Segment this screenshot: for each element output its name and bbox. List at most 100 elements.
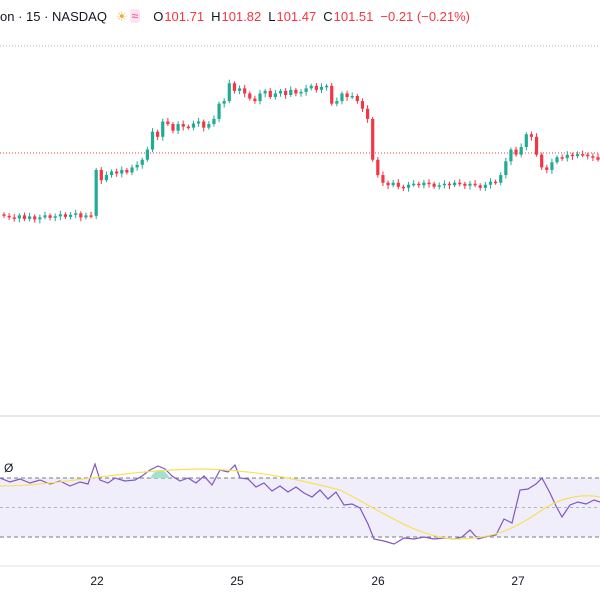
candle-body[interactable] <box>335 101 339 104</box>
candle-body[interactable] <box>258 93 262 102</box>
candle-body[interactable] <box>458 182 462 185</box>
candle-body[interactable] <box>120 169 124 174</box>
candle-body[interactable] <box>58 214 62 217</box>
candle-body[interactable] <box>125 169 129 173</box>
candle-body[interactable] <box>396 182 400 187</box>
candle-body[interactable] <box>156 131 160 137</box>
candle-body[interactable] <box>79 213 83 218</box>
candle-body[interactable] <box>504 161 508 176</box>
candle-body[interactable] <box>232 83 237 91</box>
candle-body[interactable] <box>115 171 119 174</box>
candle-body[interactable] <box>555 157 559 163</box>
candle-body[interactable] <box>48 215 52 218</box>
candle-body[interactable] <box>268 90 272 98</box>
candle-body[interactable] <box>84 215 88 218</box>
candle-body[interactable] <box>406 184 411 188</box>
candle-body[interactable] <box>540 154 544 168</box>
candle-body[interactable] <box>586 154 590 157</box>
candle-body[interactable] <box>104 175 109 181</box>
candle-body[interactable] <box>325 85 329 88</box>
candle-body[interactable] <box>273 93 277 98</box>
candle-body[interactable] <box>284 90 288 95</box>
candle-body[interactable] <box>381 175 385 183</box>
candle-body[interactable] <box>391 182 395 186</box>
candle-body[interactable] <box>181 124 185 127</box>
candle-body[interactable] <box>365 108 370 119</box>
candle-body[interactable] <box>499 175 503 183</box>
candle-body[interactable] <box>196 121 201 124</box>
candle-body[interactable] <box>514 149 518 155</box>
candle-body[interactable] <box>483 184 487 188</box>
candle-body[interactable] <box>447 183 452 186</box>
candle-body[interactable] <box>38 217 42 220</box>
candle-body[interactable] <box>412 183 416 186</box>
candle-body[interactable] <box>207 124 211 128</box>
candle-body[interactable] <box>386 182 390 186</box>
candle-body[interactable] <box>237 88 242 91</box>
candle-body[interactable] <box>524 134 528 147</box>
candle-body[interactable] <box>289 89 293 95</box>
candle-body[interactable] <box>478 185 482 188</box>
candle-body[interactable] <box>596 157 600 160</box>
candle-body[interactable] <box>509 149 513 162</box>
candle-body[interactable] <box>7 215 11 218</box>
candle-body[interactable] <box>166 121 170 125</box>
candle-body[interactable] <box>575 154 580 157</box>
candle-body[interactable] <box>591 156 595 158</box>
candle-body[interactable] <box>304 88 308 92</box>
candle-body[interactable] <box>534 136 539 155</box>
candle-body[interactable] <box>63 214 68 217</box>
candle-body[interactable] <box>130 167 134 173</box>
candle-body[interactable] <box>473 183 477 186</box>
candle-body[interactable] <box>581 154 585 156</box>
candle-body[interactable] <box>22 215 27 219</box>
candle-body[interactable] <box>43 215 47 218</box>
candle-body[interactable] <box>94 169 98 216</box>
candle-body[interactable] <box>453 182 457 186</box>
candle-body[interactable] <box>345 93 349 98</box>
candle-body[interactable] <box>17 215 21 219</box>
candle-body[interactable] <box>401 186 406 189</box>
candle-body[interactable] <box>74 213 78 215</box>
price-pane[interactable] <box>0 45 600 224</box>
candle-body[interactable] <box>565 154 569 159</box>
candle-body[interactable] <box>12 217 16 219</box>
candle-body[interactable] <box>529 134 534 137</box>
candle-body[interactable] <box>217 103 221 119</box>
candle-body[interactable] <box>422 182 426 186</box>
candle-body[interactable] <box>519 147 523 155</box>
candle-body[interactable] <box>319 86 324 90</box>
candle-body[interactable] <box>33 216 37 220</box>
candle-body[interactable] <box>550 162 554 170</box>
candle-body[interactable] <box>109 171 114 176</box>
candle-body[interactable] <box>570 154 574 157</box>
candle-body[interactable] <box>299 91 303 94</box>
candle-body[interactable] <box>53 216 57 218</box>
candle-body[interactable] <box>437 185 441 187</box>
candle-body[interactable] <box>355 96 359 102</box>
candle-body[interactable] <box>360 101 365 109</box>
candle-body[interactable] <box>432 183 436 187</box>
candle-body[interactable] <box>417 183 421 186</box>
candle-body[interactable] <box>227 83 231 102</box>
candle-body[interactable] <box>493 181 498 184</box>
candle-body[interactable] <box>488 181 493 185</box>
candle-body[interactable] <box>376 159 380 176</box>
candle-body[interactable] <box>560 157 564 159</box>
symbol-title[interactable]: on · 15 · NASDAQ <box>0 8 107 24</box>
candle-body[interactable] <box>28 216 32 219</box>
candle-body[interactable] <box>222 101 226 104</box>
candle-body[interactable] <box>371 118 375 160</box>
candle-body[interactable] <box>191 123 196 128</box>
candle-body[interactable] <box>350 96 354 98</box>
candle-body[interactable] <box>314 85 318 90</box>
candle-body[interactable] <box>442 183 446 186</box>
candle-body[interactable] <box>545 167 549 170</box>
candle-body[interactable] <box>202 121 206 128</box>
candle-body[interactable] <box>2 214 6 216</box>
candle-body[interactable] <box>186 126 190 129</box>
candle-body[interactable] <box>89 215 93 217</box>
candle-body[interactable] <box>68 214 73 217</box>
